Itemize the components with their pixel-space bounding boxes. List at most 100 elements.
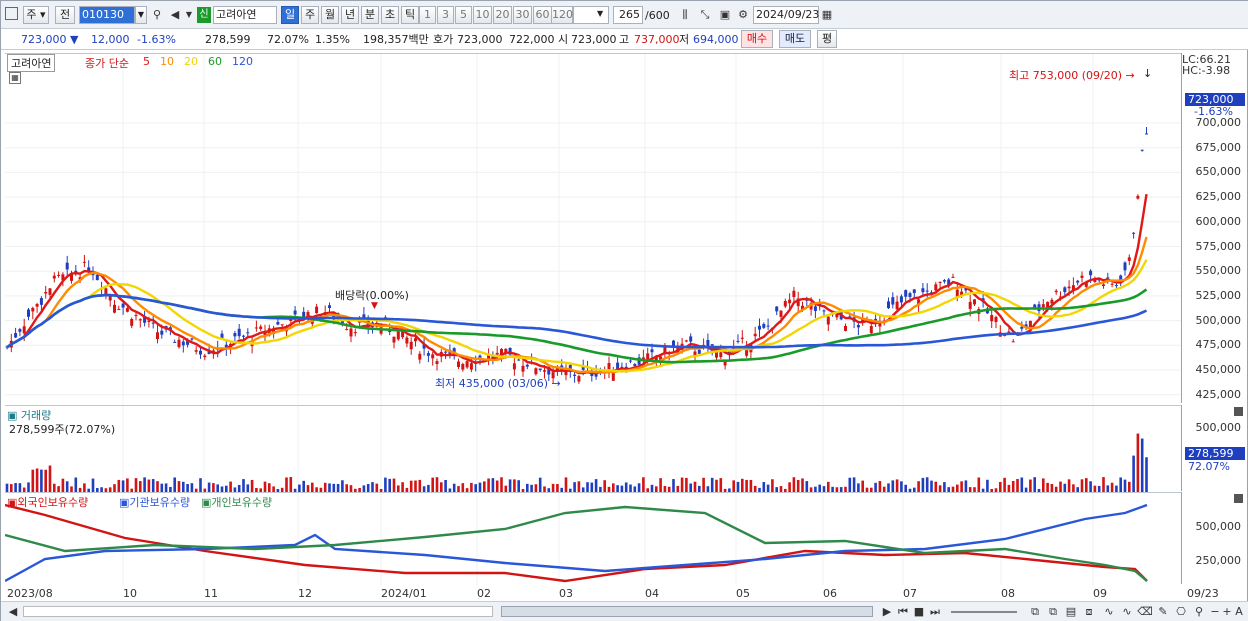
candle-body <box>48 288 52 295</box>
volume-bar <box>1042 478 1045 492</box>
speaker-icon[interactable]: ◀ <box>170 8 180 21</box>
speaker-dropdown-icon[interactable]: ▼ <box>185 10 193 19</box>
holding-legend-1[interactable]: ▣기관보유수량 <box>119 496 191 509</box>
stock-name-field[interactable]: 고려아연 <box>213 6 277 24</box>
volume-bar <box>1089 481 1092 492</box>
ma-20-legend[interactable]: 20 <box>184 55 198 68</box>
split-icon[interactable]: ▤ <box>1065 605 1077 618</box>
price-tick: 650,000 <box>1195 165 1242 179</box>
volume-close-icon[interactable] <box>1234 407 1243 416</box>
crosshair-icon[interactable]: ⤡ <box>700 8 710 21</box>
holding-close-icon[interactable] <box>1234 494 1243 503</box>
period-4-button[interactable]: 분 <box>361 6 379 24</box>
buy-button[interactable]: 매수 <box>741 30 773 48</box>
draw-icon[interactable]: ∿ <box>1122 605 1132 618</box>
window-tile-icon[interactable]: ⧉ <box>1031 605 1039 618</box>
period-2-button[interactable]: 월 <box>321 6 339 24</box>
candle-body <box>762 324 766 328</box>
stock-code-input[interactable]: 010130 <box>79 6 135 24</box>
period-1-button[interactable]: 주 <box>301 6 319 24</box>
compare-icon[interactable]: ⧈ <box>1085 605 1093 618</box>
pencil-icon[interactable]: ✎ <box>1158 605 1168 618</box>
calendar-icon[interactable]: ▦ <box>821 8 833 21</box>
forward-icon[interactable]: ⏭ <box>930 605 940 618</box>
zoom-icon[interactable]: ⚲ <box>1194 605 1204 618</box>
plus-icon[interactable]: + <box>1222 605 1232 618</box>
interval-20-button[interactable]: 20 <box>493 6 512 24</box>
holding-legend-0[interactable]: ▣외국인보유수량 <box>7 496 89 509</box>
holding-y-axis[interactable]: 500,000 250,000 <box>1181 492 1247 584</box>
volume-bar <box>960 481 963 492</box>
volume-bar <box>762 482 766 492</box>
stop-icon[interactable]: ■ <box>913 605 925 618</box>
ma-60-legend[interactable]: 60 <box>208 55 222 68</box>
volume-bar <box>994 488 998 492</box>
layout-icon[interactable]: ⧉ <box>1049 605 1057 618</box>
volume-bar <box>332 483 336 492</box>
interval-5-button[interactable]: 5 <box>455 6 472 24</box>
volume-bar <box>18 483 22 492</box>
candle-body <box>745 348 749 356</box>
search-icon[interactable]: ⚲ <box>152 8 162 21</box>
rewind-icon[interactable]: ⏮ <box>898 605 908 618</box>
price-tick: 525,000 <box>1195 288 1242 302</box>
volume-bar <box>818 484 821 492</box>
window-icon[interactable] <box>5 7 18 20</box>
market-select[interactable]: 주 ▾ <box>23 6 49 24</box>
prev-toggle[interactable]: 전 <box>55 6 75 24</box>
ma-120-legend[interactable]: 120 <box>232 55 253 68</box>
hand-icon[interactable]: ⎔ <box>1176 605 1186 618</box>
count-input[interactable]: 265 <box>613 6 643 24</box>
play-icon[interactable]: ▶ <box>882 605 892 618</box>
scroll-track[interactable] <box>23 606 493 617</box>
gear-icon[interactable]: ⚙ <box>738 8 748 21</box>
zoom-slider[interactable] <box>951 611 1017 613</box>
scroll-left-icon[interactable]: ◀ <box>8 605 18 618</box>
volume-y-axis[interactable]: 500,000 278,599 72.07% <box>1181 405 1247 491</box>
font-size-icon[interactable]: A <box>1235 605 1243 618</box>
candle-body <box>181 341 185 346</box>
unit-select[interactable] <box>573 6 609 24</box>
candle-icon[interactable]: ⫼ <box>682 8 688 21</box>
volume-bar <box>715 479 718 492</box>
candle-body <box>125 308 129 312</box>
stock-legend[interactable]: 고려아연 <box>7 54 56 72</box>
flat-button[interactable]: 평 <box>817 30 837 48</box>
holding-chart[interactable] <box>5 493 1181 585</box>
period-6-button[interactable]: 틱 <box>401 6 419 24</box>
ma-5-legend[interactable]: 5 <box>143 55 150 68</box>
ma-10-legend[interactable]: 10 <box>160 55 174 68</box>
interval-60-button[interactable]: 60 <box>533 6 552 24</box>
volume-bar <box>237 484 241 492</box>
candle-body <box>672 340 675 348</box>
save-icon[interactable]: ▣ <box>719 8 731 21</box>
volume-chart[interactable] <box>5 406 1181 492</box>
holding-legend-2[interactable]: ▣개인보유수량 <box>201 496 273 509</box>
price-chart[interactable] <box>5 54 1181 404</box>
trend-icon[interactable]: ∿ <box>1104 605 1114 618</box>
interval-1-button[interactable]: 1 <box>419 6 436 24</box>
candle-body <box>478 355 482 358</box>
grid-icon[interactable]: ▦ <box>9 72 21 84</box>
volume-bar <box>925 477 929 492</box>
eraser-icon[interactable]: ⌫ <box>1137 605 1153 618</box>
code-dropdown-button[interactable]: ▼ <box>135 6 147 24</box>
interval-30-button[interactable]: 30 <box>513 6 532 24</box>
unit-dropdown-icon[interactable]: ▼ <box>597 9 604 18</box>
interval-3-button[interactable]: 3 <box>437 6 454 24</box>
sell-button[interactable]: 매도 <box>779 30 811 48</box>
period-5-button[interactable]: 초 <box>381 6 399 24</box>
date-input[interactable]: 2024/09/23 <box>753 6 819 24</box>
minus-icon[interactable]: − <box>1210 605 1220 618</box>
candle-body <box>637 357 641 365</box>
period-0-button[interactable]: 일 <box>281 6 299 24</box>
period-3-button[interactable]: 년 <box>341 6 359 24</box>
volume-bar <box>1076 487 1079 492</box>
interval-10-button[interactable]: 10 <box>473 6 492 24</box>
scroll-thumb[interactable] <box>501 606 873 617</box>
x-tick-label: 02 <box>477 587 491 600</box>
interval-120-button[interactable]: 120 <box>551 6 573 24</box>
volume-bar <box>225 485 228 492</box>
price-y-axis[interactable]: LC:66.21 HC:-3.98 700,000 675,000 650,000 6… <box>1181 53 1247 403</box>
volume-bar <box>1011 480 1015 492</box>
